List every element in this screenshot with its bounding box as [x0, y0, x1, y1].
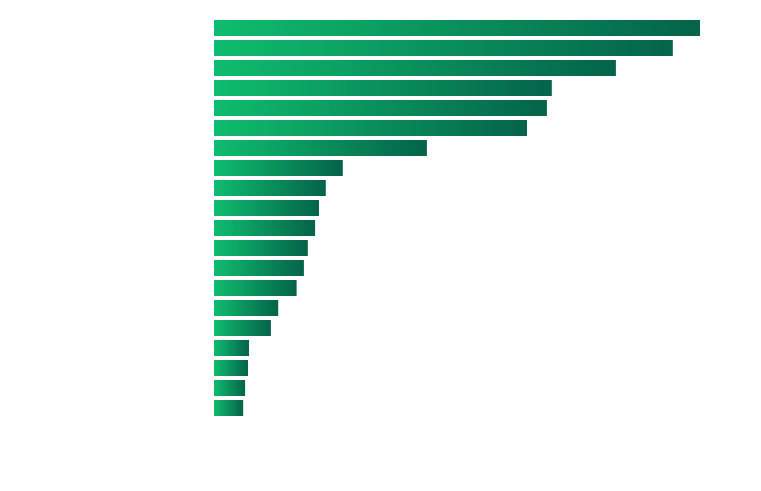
- bar-19: [214, 380, 246, 396]
- bar-16: [214, 320, 271, 336]
- bar-9: [214, 180, 326, 196]
- bar-4: [214, 80, 552, 96]
- bar-6: [214, 120, 527, 136]
- bar-14: [214, 280, 297, 296]
- bar-8: [214, 160, 343, 176]
- bar-15: [214, 300, 279, 316]
- bars-group: [214, 20, 700, 416]
- bar-17: [214, 340, 249, 356]
- bar-20: [214, 400, 244, 416]
- bar-2: [214, 40, 673, 56]
- bar-13: [214, 260, 304, 276]
- bar-1: [214, 20, 700, 36]
- bar-7: [214, 140, 427, 156]
- bar-3: [214, 60, 616, 76]
- bar-18: [214, 360, 248, 376]
- bar-10: [214, 200, 319, 216]
- bar-5: [214, 100, 547, 116]
- bar-11: [214, 220, 316, 236]
- bar-12: [214, 240, 308, 256]
